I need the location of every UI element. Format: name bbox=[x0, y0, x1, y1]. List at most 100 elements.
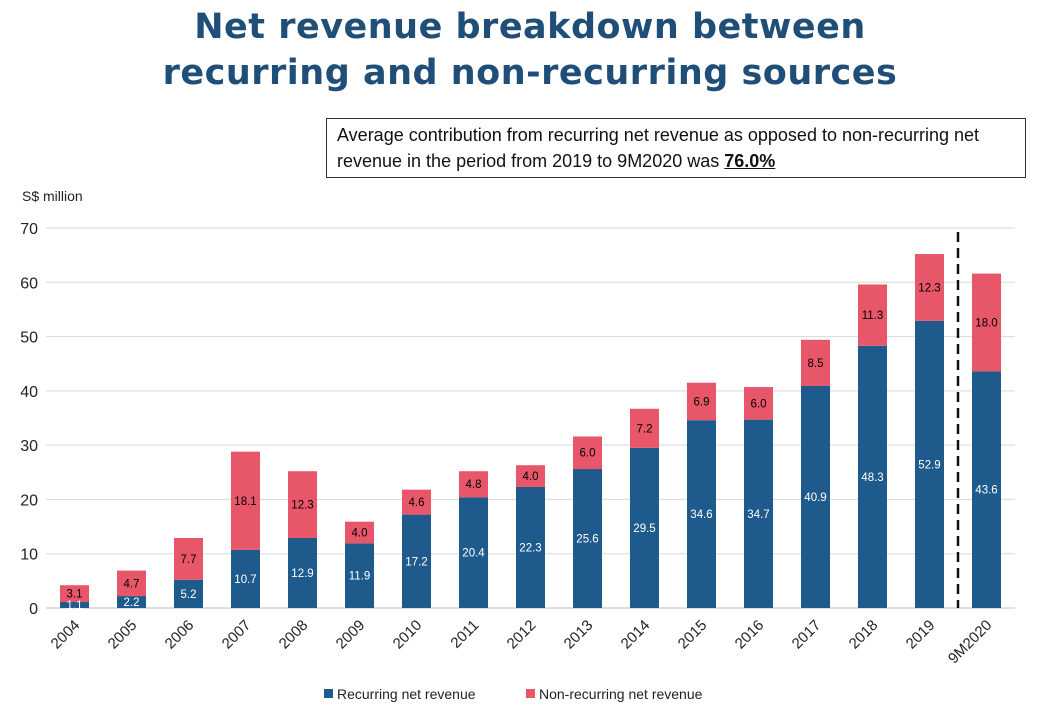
bar-non-recurring bbox=[573, 436, 602, 470]
x-tick-label: 2004 bbox=[48, 617, 84, 653]
x-tick-label: 2016 bbox=[732, 617, 768, 653]
bar-recurring bbox=[744, 419, 773, 608]
bar-non-recurring bbox=[345, 521, 374, 544]
y-tick-label: 0 bbox=[29, 601, 38, 618]
x-tick-label: 2013 bbox=[561, 617, 597, 653]
bar-recurring bbox=[630, 447, 659, 608]
bar-recurring bbox=[60, 602, 89, 608]
data-label-non-recurring: 8.5 bbox=[808, 358, 824, 370]
bar-recurring bbox=[402, 514, 431, 608]
bar-recurring bbox=[288, 537, 317, 608]
callout-text: Average contribution from recurring net … bbox=[337, 125, 980, 171]
legend-swatch-recurring bbox=[324, 689, 333, 698]
bar-recurring bbox=[858, 345, 887, 608]
bar-non-recurring bbox=[288, 471, 317, 538]
y-tick-label: 70 bbox=[20, 221, 38, 238]
data-label-non-recurring: 12.3 bbox=[291, 500, 313, 512]
x-tick-label: 2018 bbox=[846, 617, 882, 653]
data-label-recurring: 11.9 bbox=[349, 571, 371, 583]
data-label-recurring: 52.9 bbox=[918, 459, 940, 471]
data-label-non-recurring: 4.0 bbox=[523, 471, 539, 483]
data-label-recurring: 34.6 bbox=[690, 509, 712, 521]
data-label-recurring: 10.7 bbox=[234, 574, 256, 586]
bar-non-recurring bbox=[231, 451, 260, 550]
bar-non-recurring bbox=[630, 408, 659, 448]
x-tick-label: 2009 bbox=[333, 617, 369, 653]
x-tick-label: 2017 bbox=[789, 617, 825, 653]
callout-box: Average contribution from recurring net … bbox=[326, 118, 1026, 178]
data-label-non-recurring: 4.6 bbox=[409, 497, 425, 509]
y-tick-label: 20 bbox=[20, 492, 38, 509]
bar-non-recurring bbox=[459, 471, 488, 498]
data-label-recurring: 40.9 bbox=[804, 492, 826, 504]
data-label-recurring: 25.6 bbox=[576, 534, 598, 546]
legend-label-non-recurring: Non-recurring net revenue bbox=[539, 686, 703, 702]
x-tick-label: 2010 bbox=[390, 617, 426, 653]
y-axis-label: S$ million bbox=[22, 188, 83, 204]
bar-non-recurring bbox=[744, 387, 773, 420]
data-label-non-recurring: 11.3 bbox=[862, 310, 884, 322]
bar-recurring bbox=[117, 596, 146, 608]
bar-recurring bbox=[174, 579, 203, 608]
y-tick-label: 60 bbox=[20, 275, 38, 292]
x-tick-label: 2008 bbox=[276, 617, 312, 653]
data-label-recurring: 48.3 bbox=[861, 472, 883, 484]
data-label-recurring: 34.7 bbox=[747, 509, 769, 521]
bar-non-recurring bbox=[687, 382, 716, 421]
bar-non-recurring bbox=[402, 489, 431, 515]
y-tick-label: 10 bbox=[20, 547, 38, 564]
legend-swatch-non-recurring bbox=[526, 689, 535, 698]
bar-non-recurring bbox=[915, 254, 944, 321]
data-label-recurring: 5.2 bbox=[181, 589, 197, 601]
bar-recurring bbox=[573, 469, 602, 608]
y-tick-label: 30 bbox=[20, 438, 38, 455]
x-tick-label: 2007 bbox=[219, 617, 255, 653]
bar-non-recurring bbox=[858, 284, 887, 346]
bar-recurring bbox=[915, 320, 944, 608]
chart-title-line-1: Net revenue breakdown between bbox=[194, 7, 866, 47]
bar-non-recurring bbox=[60, 585, 89, 603]
data-label-non-recurring: 6.0 bbox=[751, 398, 767, 410]
data-label-non-recurring: 18.0 bbox=[975, 317, 997, 329]
y-tick-label: 50 bbox=[20, 330, 38, 347]
x-tick-label: 2014 bbox=[618, 617, 654, 653]
y-tick-label: 40 bbox=[20, 384, 38, 401]
data-label-non-recurring: 7.7 bbox=[181, 554, 197, 566]
data-label-recurring: 22.3 bbox=[519, 542, 541, 554]
bar-recurring bbox=[345, 543, 374, 608]
data-label-non-recurring: 4.0 bbox=[352, 528, 368, 540]
bar-recurring bbox=[972, 371, 1001, 608]
legend-label-recurring: Recurring net revenue bbox=[337, 686, 476, 702]
data-label-recurring: 17.2 bbox=[405, 556, 427, 568]
data-label-recurring: 20.4 bbox=[462, 548, 485, 560]
bar-non-recurring bbox=[972, 273, 1001, 372]
bar-recurring bbox=[801, 385, 830, 608]
data-label-recurring: 29.5 bbox=[633, 523, 655, 535]
data-label-non-recurring: 12.3 bbox=[918, 282, 940, 294]
bar-recurring bbox=[459, 497, 488, 608]
bar-non-recurring bbox=[174, 537, 203, 580]
data-label-non-recurring: 6.0 bbox=[580, 448, 596, 460]
bar-recurring bbox=[516, 486, 545, 608]
data-label-non-recurring: 18.1 bbox=[234, 496, 256, 508]
x-tick-label: 2005 bbox=[105, 617, 141, 653]
data-label-recurring: 12.9 bbox=[291, 568, 313, 580]
x-tick-label: 2012 bbox=[504, 617, 540, 653]
callout-highlight: 76.0% bbox=[724, 151, 776, 171]
data-label-non-recurring: 4.8 bbox=[466, 479, 482, 491]
chart-title: Net revenue breakdown between recurring … bbox=[0, 4, 1060, 96]
x-tick-label: 2015 bbox=[675, 617, 711, 653]
data-label-non-recurring: 7.2 bbox=[637, 423, 653, 435]
data-label-recurring: 43.6 bbox=[975, 485, 997, 497]
data-label-non-recurring: 4.7 bbox=[124, 578, 140, 590]
bar-non-recurring bbox=[117, 570, 146, 597]
data-label-recurring: 1.1 bbox=[67, 600, 83, 612]
bar-non-recurring bbox=[516, 465, 545, 487]
chart-title-line-2: recurring and non-recurring sources bbox=[162, 53, 898, 93]
x-tick-label: 2011 bbox=[447, 617, 482, 652]
bar-non-recurring bbox=[801, 339, 830, 386]
x-tick-label: 2006 bbox=[162, 617, 198, 653]
bar-recurring bbox=[231, 549, 260, 608]
data-label-non-recurring: 3.1 bbox=[67, 589, 83, 601]
